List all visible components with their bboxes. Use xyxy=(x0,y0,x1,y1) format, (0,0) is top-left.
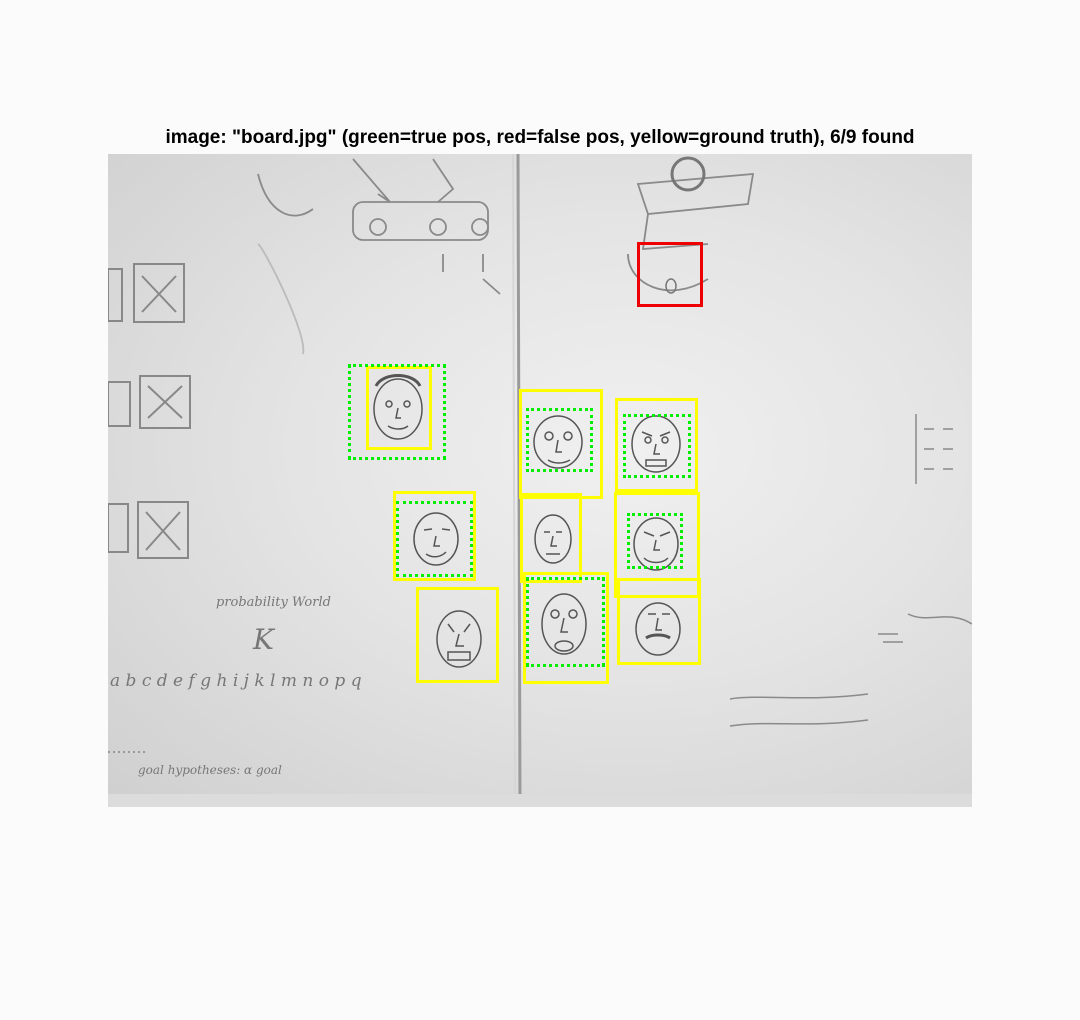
figure-title: image: "board.jpg" (green=true pos, red=… xyxy=(165,127,915,148)
handwriting-left: probability World K a b c d e f g h i j … xyxy=(110,595,362,777)
true-positive-box xyxy=(627,513,683,569)
letter-k-text: K xyxy=(252,623,276,656)
ground-truth-box xyxy=(519,389,603,499)
whiteboard-scene: probability World K a b c d e f g h i j … xyxy=(108,154,972,807)
ground-truth-box xyxy=(617,578,701,665)
probability-world-text: probability World xyxy=(216,595,331,610)
face-6 xyxy=(633,517,679,571)
face-7 xyxy=(436,610,482,668)
ground-truth-box xyxy=(393,491,476,581)
top-sketch xyxy=(257,156,755,355)
true-positive-box xyxy=(348,364,446,460)
right-scribbles xyxy=(729,414,972,727)
face-9 xyxy=(635,602,681,656)
face-8 xyxy=(541,593,587,655)
ground-truth-box xyxy=(523,572,609,684)
face-sketches xyxy=(373,374,681,668)
alphabet-text: a b c d e f g h i j k l m n o p q xyxy=(110,671,362,691)
face-1 xyxy=(373,374,423,440)
false-positive-box xyxy=(637,242,703,307)
goal-text: goal hypotheses: α goal xyxy=(138,763,282,777)
ground-truth-box xyxy=(520,493,582,583)
tic-tac-toe-sketch xyxy=(108,263,191,559)
ground-truth-box xyxy=(416,587,499,683)
whiteboard-photo: probability World K a b c d e f g h i j … xyxy=(108,154,972,807)
circle-sketch xyxy=(665,278,677,294)
ground-truth-box xyxy=(366,366,432,450)
ground-truth-box xyxy=(614,492,700,598)
face-2 xyxy=(533,415,583,469)
face-5 xyxy=(534,514,572,564)
true-positive-box xyxy=(526,577,605,667)
true-positive-box xyxy=(396,501,473,577)
true-positive-box xyxy=(526,408,593,472)
face-4 xyxy=(413,512,459,566)
ground-truth-box xyxy=(615,398,698,492)
true-positive-box xyxy=(623,414,691,478)
